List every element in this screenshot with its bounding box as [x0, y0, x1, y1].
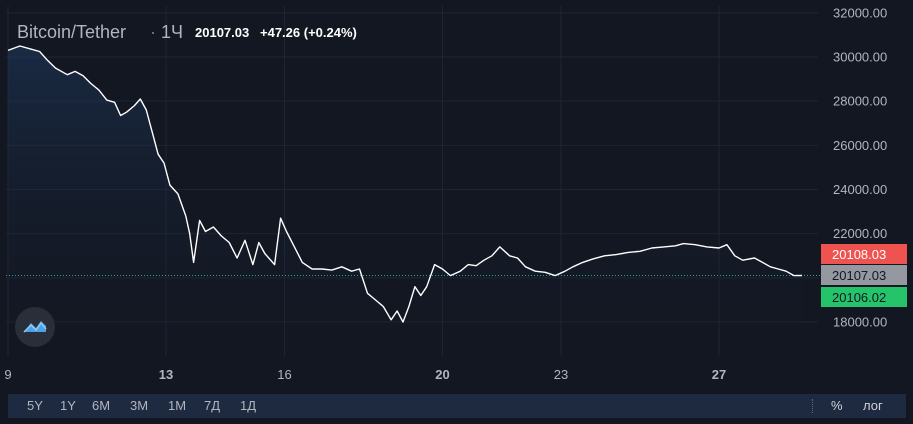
y-tick-label: 22000.00 — [833, 226, 887, 241]
y-tick-label: 30000.00 — [833, 50, 887, 65]
percent-scale-button[interactable]: % — [831, 398, 843, 413]
range-button-1m[interactable]: 1M — [168, 398, 187, 413]
price-label-low-text: 20106.02 — [832, 290, 886, 305]
legend-interval[interactable]: 1Ч — [161, 22, 183, 42]
legend-dot: · — [150, 22, 156, 42]
range-button-3m[interactable]: 3M — [130, 398, 149, 413]
x-tick-label: 16 — [277, 367, 291, 382]
legend-symbol[interactable]: Bitcoin/Tether — [17, 22, 126, 42]
x-tick-label: 27 — [712, 367, 726, 382]
y-tick-label: 32000.00 — [833, 5, 887, 20]
price-chart[interactable]: 18000.0020000.0022000.0024000.0026000.00… — [0, 0, 913, 392]
y-tick-label: 26000.00 — [833, 138, 887, 153]
price-label-last: 20107.03 — [821, 265, 907, 285]
range-button-7d[interactable]: 7Д — [204, 398, 221, 413]
bottom-toolbar: 5Y 1Y 6M 3M 1M 7Д 1Д % лог — [0, 392, 913, 424]
range-bar: 5Y 1Y 6M 3M 1M 7Д 1Д % лог — [8, 394, 906, 418]
price-line — [7, 45, 803, 323]
log-scale-button[interactable]: лог — [863, 398, 883, 413]
tradingview-logo-icon[interactable] — [15, 307, 55, 347]
chart-legend: Bitcoin/Tether · 1Ч 20107.03 +47.26 (+0.… — [17, 22, 357, 42]
legend-last-price: 20107.03 — [195, 25, 249, 40]
x-tick-label: 13 — [159, 367, 173, 382]
price-label-last-text: 20107.03 — [832, 268, 886, 283]
range-button-6m[interactable]: 6M — [92, 398, 111, 413]
price-label-low-bg — [821, 287, 907, 307]
range-button-1d[interactable]: 1Д — [240, 398, 257, 413]
legend-change: +47.26 (+0.24%) — [260, 25, 357, 40]
range-button-1y[interactable]: 1Y — [60, 398, 76, 413]
toolbar-divider — [812, 399, 814, 413]
logo-glyph — [23, 321, 47, 333]
price-area-fill — [8, 46, 802, 356]
price-label-high-bg — [821, 244, 907, 264]
price-label-low: 20106.02 — [821, 287, 907, 307]
time-axis[interactable]: 9 13 16 20 23 27 — [4, 367, 726, 382]
price-label-high: 20108.03 — [821, 244, 907, 264]
price-label-high-text: 20108.03 — [832, 247, 886, 262]
x-tick-label: 9 — [4, 367, 11, 382]
y-tick-label: 24000.00 — [833, 182, 887, 197]
x-tick-label: 20 — [435, 367, 449, 382]
range-button-5y[interactable]: 5Y — [27, 398, 43, 413]
y-tick-label: 28000.00 — [833, 94, 887, 109]
price-label-last-bg — [821, 265, 907, 285]
y-tick-label: 18000.00 — [833, 315, 887, 330]
x-tick-label: 23 — [554, 367, 568, 382]
